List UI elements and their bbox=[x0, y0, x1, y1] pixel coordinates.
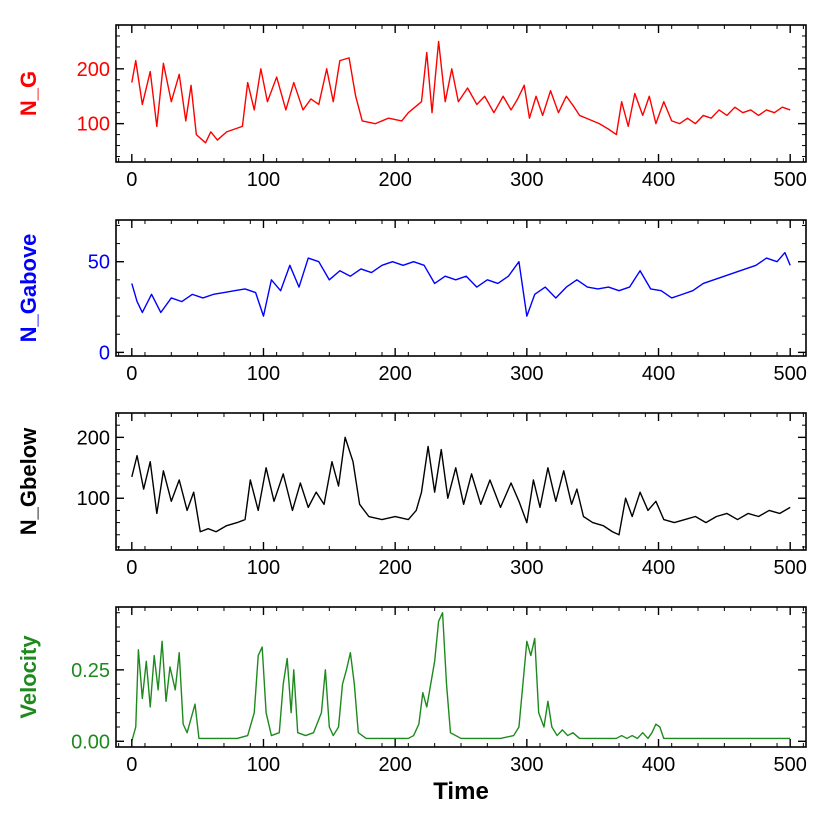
x-tick-label: 100 bbox=[247, 754, 280, 776]
x-tick-label: 400 bbox=[642, 754, 675, 776]
panel-n-gbelow: 0 100 200 300 400 500 100 200 N_Gbelow bbox=[16, 412, 807, 579]
series-line-n-gbelow bbox=[131, 436, 791, 536]
y-tick-label: 50 bbox=[88, 252, 110, 274]
panel-velocity: 0 100 200 300 400 500 0.00 0.25 Velocity bbox=[16, 606, 807, 776]
x-tick-label: 300 bbox=[510, 363, 543, 385]
y-tick-label: 200 bbox=[77, 59, 110, 81]
x-tick-label: 400 bbox=[642, 557, 675, 579]
x-tick-label: 400 bbox=[642, 169, 675, 191]
x-tick-label: 500 bbox=[774, 169, 807, 191]
y-axis-title: N_G bbox=[16, 71, 41, 116]
y-tick-label: 0.25 bbox=[71, 660, 110, 682]
y-tick-label: 100 bbox=[77, 114, 110, 136]
x-tick-label: 200 bbox=[378, 557, 411, 579]
y-axis-title: Velocity bbox=[16, 635, 41, 719]
x-tick-label: 0 bbox=[126, 754, 137, 776]
panel-n-g: 0 100 200 300 400 500 100 200 N_G bbox=[16, 24, 807, 191]
plot-frame bbox=[115, 219, 807, 357]
x-tick-label: 300 bbox=[510, 754, 543, 776]
y-tick-label: 0.00 bbox=[71, 731, 110, 753]
x-tick-label: 400 bbox=[642, 363, 675, 385]
x-tick-label: 500 bbox=[774, 754, 807, 776]
x-tick-label: 300 bbox=[510, 557, 543, 579]
x-tick-label: 100 bbox=[247, 169, 280, 191]
x-axis-title: Time bbox=[433, 778, 489, 805]
x-tick-label: 200 bbox=[378, 169, 411, 191]
x-tick-label: 200 bbox=[378, 363, 411, 385]
x-tick-label: 500 bbox=[774, 363, 807, 385]
x-tick-label: 0 bbox=[126, 557, 137, 579]
x-tick-label: 200 bbox=[378, 754, 411, 776]
y-tick-label: 0 bbox=[99, 342, 110, 364]
x-tick-label: 0 bbox=[126, 363, 137, 385]
y-tick-label: 100 bbox=[77, 488, 110, 510]
series-line-n-g bbox=[131, 40, 791, 144]
series-line-n-gabove bbox=[131, 251, 791, 317]
y-tick-label: 200 bbox=[77, 427, 110, 449]
x-tick-label: 500 bbox=[774, 557, 807, 579]
y-axis-title: N_Gabove bbox=[16, 234, 41, 343]
y-axis-title: N_Gbelow bbox=[16, 427, 41, 535]
x-tick-label: 100 bbox=[247, 363, 280, 385]
x-tick-label: 0 bbox=[126, 169, 137, 191]
panel-n-gabove: 0 100 200 300 400 500 0 50 N_Gabove bbox=[16, 219, 807, 385]
x-tick-label: 300 bbox=[510, 169, 543, 191]
plot-frame bbox=[115, 24, 807, 163]
series-line-velocity bbox=[131, 612, 791, 742]
x-tick-label: 100 bbox=[247, 557, 280, 579]
plot-frame bbox=[115, 606, 807, 748]
